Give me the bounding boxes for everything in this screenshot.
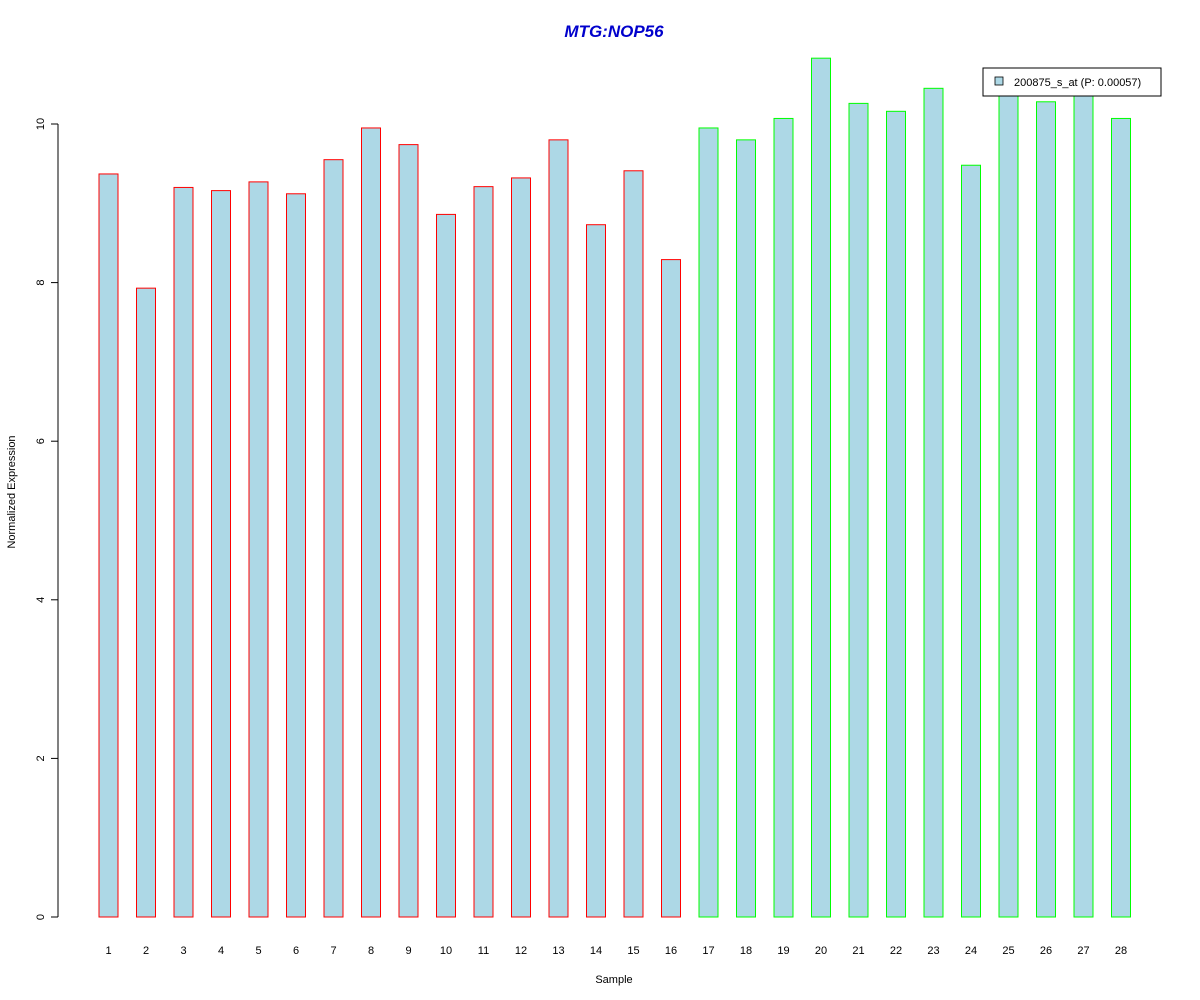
x-tick-label: 16 xyxy=(665,945,677,957)
bar xyxy=(736,139,756,918)
bar xyxy=(248,181,269,918)
x-tick-label: 20 xyxy=(815,945,827,957)
x-tick-label: 6 xyxy=(293,945,299,957)
bar xyxy=(98,173,119,918)
x-tick-label: 5 xyxy=(255,945,261,957)
bar xyxy=(436,213,456,918)
bar xyxy=(586,224,606,918)
x-tick-label: 12 xyxy=(515,945,527,957)
legend-label: 200875_s_at (P: 0.00057) xyxy=(1014,77,1141,89)
x-tick-label: 2 xyxy=(143,945,149,957)
x-tick-label: 27 xyxy=(1077,945,1089,957)
bar xyxy=(923,87,944,918)
bar xyxy=(1036,101,1056,918)
x-tick-label: 8 xyxy=(368,945,374,957)
bar xyxy=(1111,117,1131,918)
chart-title: MTG:NOP56 xyxy=(564,22,664,41)
bar xyxy=(848,102,869,918)
x-axis-title: Sample xyxy=(595,974,632,986)
x-tick-label: 11 xyxy=(478,945,489,957)
bar xyxy=(661,259,681,918)
legend: 200875_s_at (P: 0.00057) xyxy=(982,67,1162,97)
x-axis-labels: 1 2 3 4 5 6 7 8 9 10 11 12 13 14 15 16 17 18 19 20 21 22 23 24 2… xyxy=(105,945,1127,957)
bar xyxy=(511,177,531,918)
bar xyxy=(623,170,644,918)
y-tick-label: 2 xyxy=(35,755,47,761)
x-tick-label: 7 xyxy=(330,945,336,957)
x-tick-label: 9 xyxy=(405,945,411,957)
x-tick-label: 18 xyxy=(740,945,752,957)
x-tick-label: 23 xyxy=(927,945,939,957)
legend-box xyxy=(982,67,1162,97)
x-tick-label: 10 xyxy=(440,945,452,957)
y-tick-label: 10 xyxy=(35,118,47,130)
x-tick-label: 24 xyxy=(965,945,977,957)
bar xyxy=(548,139,569,918)
bar xyxy=(286,193,306,918)
bar xyxy=(1073,91,1094,918)
bar xyxy=(323,159,344,918)
y-tick-label: 8 xyxy=(35,280,47,286)
x-tick-label: 25 xyxy=(1002,945,1014,957)
bar xyxy=(773,117,794,918)
x-tick-label: 14 xyxy=(590,945,602,957)
bar xyxy=(173,186,194,918)
bar xyxy=(811,57,831,918)
x-tick-label: 22 xyxy=(890,945,902,957)
x-tick-label: 21 xyxy=(852,945,864,957)
x-tick-label: 19 xyxy=(777,945,789,957)
y-axis: 0 2 4 6 8 10 xyxy=(35,118,59,920)
x-tick-label: 28 xyxy=(1115,945,1127,957)
bar xyxy=(398,144,419,918)
x-tick-label: 13 xyxy=(552,945,564,957)
bar xyxy=(698,127,719,918)
y-axis-title: Normalized Expression xyxy=(6,435,18,548)
x-tick-label: 17 xyxy=(702,945,714,957)
y-tick-label: 4 xyxy=(35,597,47,603)
x-tick-label: 26 xyxy=(1040,945,1052,957)
y-tick-label: 6 xyxy=(35,438,47,444)
y-tick-label: 0 xyxy=(35,914,47,920)
bar xyxy=(961,164,981,918)
x-tick-label: 15 xyxy=(627,945,639,957)
legend-swatch xyxy=(994,76,1004,86)
x-tick-label: 3 xyxy=(180,945,186,957)
bar xyxy=(211,190,231,918)
bars xyxy=(98,57,1131,918)
bar xyxy=(886,110,906,918)
x-tick-label: 1 xyxy=(105,945,111,957)
bar xyxy=(473,186,494,918)
bar xyxy=(998,91,1019,918)
x-tick-label: 4 xyxy=(218,945,224,957)
bar xyxy=(136,287,156,918)
bar xyxy=(361,127,381,918)
